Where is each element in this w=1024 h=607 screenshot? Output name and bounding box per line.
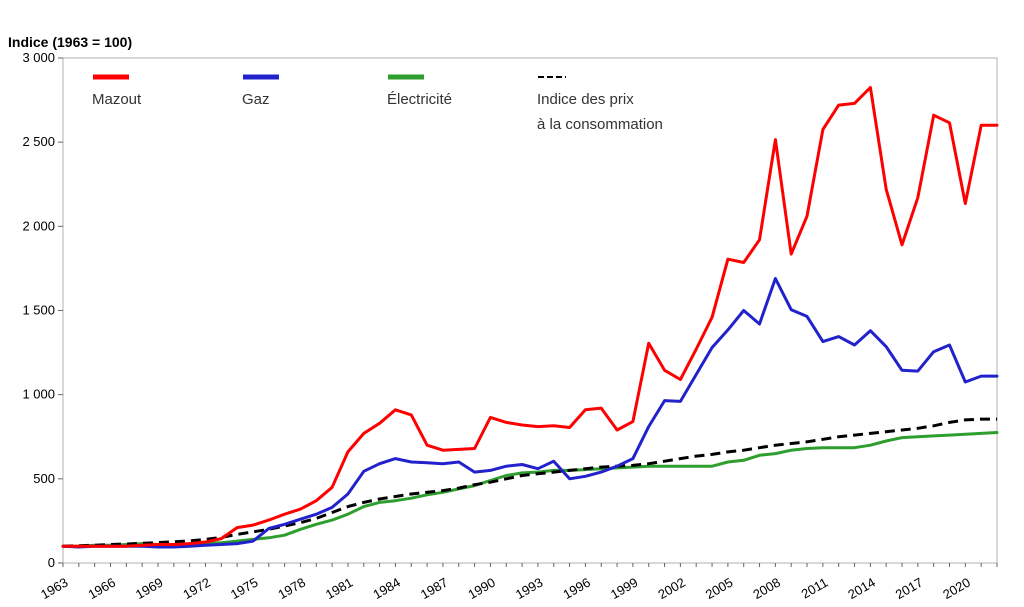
legend-label-3: Électricité: [387, 91, 452, 108]
series-line-4: [62, 417, 997, 548]
series-layer: [61, 86, 999, 549]
legend-label-4: à la consommation: [537, 116, 663, 133]
y-tick-label: 1 000: [22, 387, 55, 402]
legend-label-2: Gaz: [242, 91, 270, 108]
series-line-3: [61, 431, 999, 548]
legend: Mazout Gaz Électricité Indice des prix à la …: [92, 74, 663, 133]
y-axis-label: Indice (1963 = 100): [8, 34, 132, 50]
y-tick-label: 1 500: [22, 303, 55, 318]
y-tick-label: 500: [33, 471, 55, 486]
y-tick-label: 2 000: [22, 218, 55, 233]
y-tick-label: 0: [48, 555, 55, 570]
legend-label-1: Mazout: [92, 91, 142, 108]
series-line-2: [61, 277, 999, 549]
y-tick-label: 3 000: [22, 50, 55, 65]
y-axis: 0 500 1 000 1 500 2 000 2 500 3 000: [22, 50, 63, 570]
y-tick-label: 2 500: [22, 134, 55, 149]
legend-label-4: Indice des prix: [537, 91, 634, 108]
series-line-1: [61, 86, 999, 548]
